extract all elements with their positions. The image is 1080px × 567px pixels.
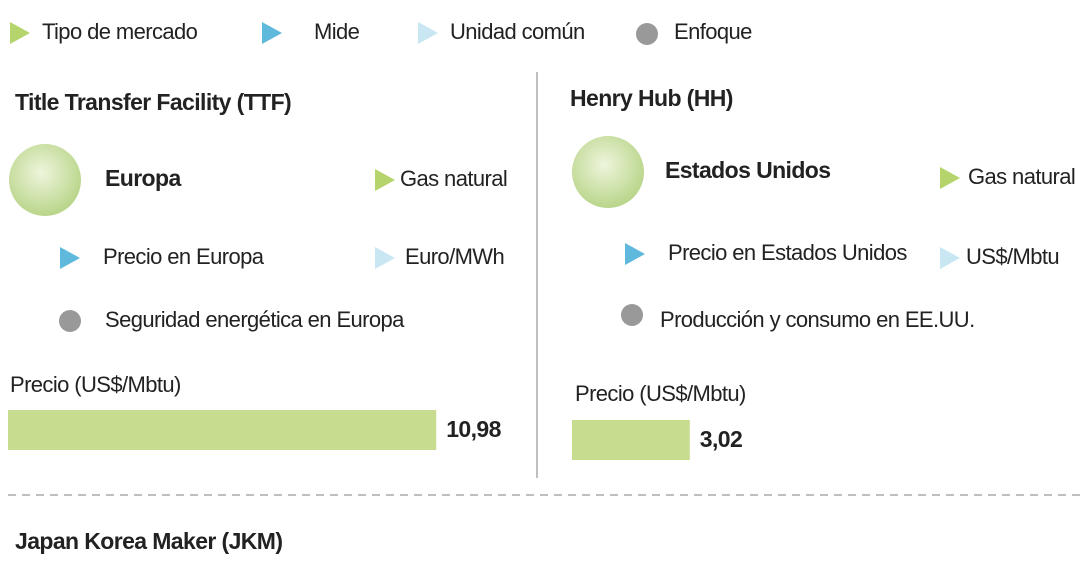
globe [572, 136, 644, 208]
price-caption: Precio (US$/Mbtu) [575, 381, 746, 406]
price-bar [572, 420, 690, 460]
legend-label: Tipo de mercado [42, 19, 198, 44]
icon [940, 247, 960, 269]
unit: Euro/MWh [405, 244, 504, 269]
market-type: Gas natural [968, 164, 1075, 189]
region: Estados Unidos [665, 157, 830, 183]
legend-label: Enfoque [674, 19, 752, 44]
region: Europa [105, 165, 181, 191]
icon [60, 247, 80, 269]
focus: Producción y consumo en EE.UU. [660, 307, 975, 332]
legend-icon [636, 23, 658, 45]
measures: Precio en Europa [103, 244, 265, 269]
price-label: 10,98 [446, 416, 501, 442]
panel-title: Title Transfer Facility (TTF) [15, 89, 291, 115]
unit: US$/Mbtu [966, 244, 1059, 269]
icon [940, 167, 960, 189]
panel-title: Henry Hub (HH) [570, 85, 733, 111]
icon [375, 169, 395, 191]
legend-icon [262, 22, 282, 44]
price-label: 3,02 [700, 426, 742, 452]
icon [621, 304, 643, 326]
footer-title: Japan Korea Maker (JKM) [15, 528, 282, 554]
icon [59, 310, 81, 332]
icon [375, 247, 395, 269]
price-bar [8, 410, 437, 450]
icon [625, 243, 645, 265]
globe [9, 144, 81, 216]
focus: Seguridad energética en Europa [105, 307, 405, 332]
legend-label: Mide [314, 19, 360, 44]
legend-label: Unidad común [450, 19, 585, 44]
legend-icon [418, 22, 438, 44]
price-caption: Precio (US$/Mbtu) [10, 372, 181, 397]
legend-icon [10, 22, 30, 44]
measures: Precio en Estados Unidos [668, 240, 907, 265]
market-type: Gas natural [400, 166, 507, 191]
